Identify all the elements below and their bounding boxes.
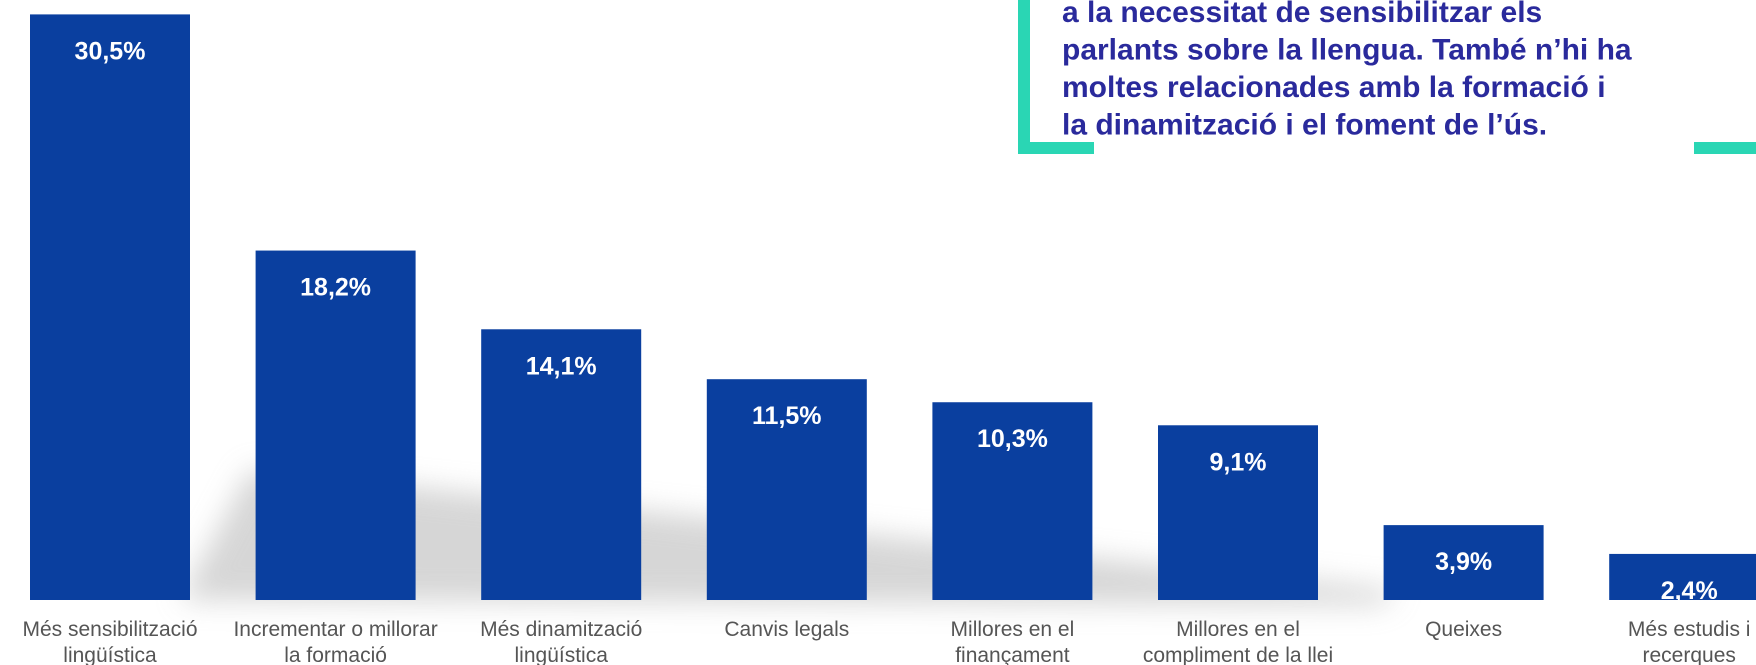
bar [481, 329, 642, 600]
value-label: 18,2% [300, 274, 371, 302]
value-label: 10,3% [977, 425, 1048, 453]
value-label: 3,9% [1435, 548, 1492, 576]
bar [1383, 525, 1544, 600]
category-line: lingüística [515, 644, 609, 665]
annotation: moltes relacionades amb la formació i [1062, 71, 1606, 104]
category-line: Canvis legals [724, 618, 849, 641]
category-line: finançament [955, 644, 1070, 665]
category-label: Més estudis i recerques [1628, 618, 1751, 665]
category-line: compliment de la llei [1143, 644, 1333, 665]
bar [30, 14, 190, 600]
category-line: Més dinamització [480, 618, 642, 641]
annotation: la dinamització i el foment de l’ús. [1062, 109, 1547, 142]
value-label: 30,5% [75, 37, 146, 65]
bar [1158, 425, 1318, 600]
bar [255, 250, 416, 600]
category-line: la formació [284, 644, 387, 665]
category-label: Canvis legals [724, 618, 849, 641]
note-frame [1018, 0, 1094, 154]
value-label: 11,5% [752, 402, 822, 430]
category-label: Millores en el finançament [951, 618, 1075, 665]
category-label: Més sensibilització lingüística [22, 618, 197, 665]
value-label: 14,1% [526, 352, 597, 380]
category-line: Millores en el [1176, 618, 1300, 641]
bar [706, 379, 867, 600]
bar [1609, 553, 1756, 600]
value-label: 2,4% [1661, 577, 1718, 605]
bar [932, 402, 1093, 600]
annotation: parlants sobre la llengua. També n’hi ha [1062, 34, 1632, 67]
category-label: Millores en el compliment de la llei [1143, 618, 1333, 665]
category-line: lingüística [63, 644, 157, 665]
category-line: recerques [1643, 644, 1736, 665]
category-line: Més estudis i [1628, 618, 1751, 641]
category-label: Queixes [1425, 618, 1502, 641]
category-line: Queixes [1425, 618, 1502, 641]
category-line: Millores en el [951, 618, 1075, 641]
category-label: Més dinamització lingüística [480, 618, 642, 665]
value-label: 9,1% [1210, 448, 1267, 476]
category-line: Incrementar o millorar [233, 618, 437, 641]
category-label: Incrementar o millorar la formació [233, 618, 437, 665]
annotation: a la necessitat de sensibilitzar els [1062, 0, 1542, 29]
category-line: Més sensibilització [22, 618, 197, 641]
